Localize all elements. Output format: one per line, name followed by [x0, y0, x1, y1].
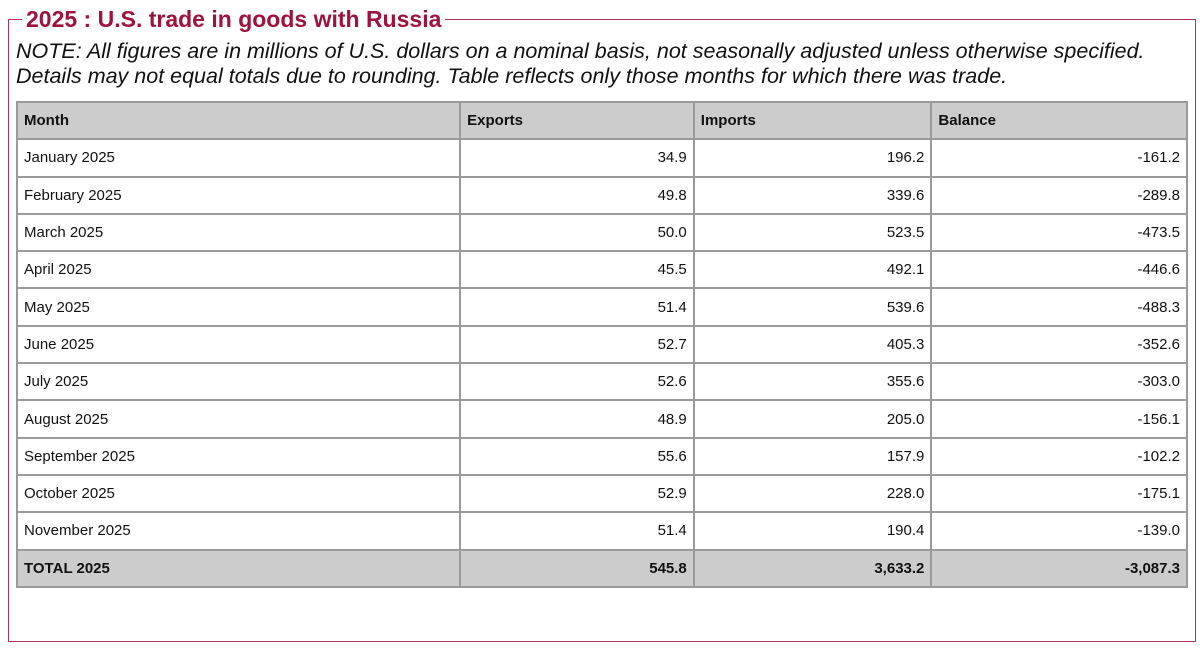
cell: 523.5 [692, 212, 933, 253]
note-line: NOTE: All figures are in millions of U.S… [16, 39, 1145, 63]
cell: May 2025 [15, 287, 462, 327]
note: NOTE: All figures are in millions of U.S… [16, 39, 1188, 89]
table-row: January 2025 34.9 196.2 -161.2 [15, 138, 1188, 178]
cell: 190.4 [692, 511, 933, 551]
cell: -3,087.3 [930, 548, 1188, 588]
cell: 405.3 [692, 324, 933, 365]
table-row: June 2025 52.7 405.3 -352.6 [15, 324, 1188, 365]
title: 2025 : U.S. trade in goods with Russia [26, 6, 442, 32]
cell: 3,633.2 [692, 548, 933, 588]
table-body: January 2025 34.9 196.2 -161.2 February 2025… [15, 138, 1188, 588]
cell: 52.7 [459, 324, 695, 365]
cell: -175.1 [930, 473, 1188, 514]
header-row: Month Exports Imports Balance [15, 100, 1188, 141]
cell: April 2025 [15, 250, 462, 290]
table-row: August 2025 48.9 205.0 -156.1 [15, 399, 1188, 439]
cell: February 2025 [15, 175, 462, 215]
cell: 228.0 [692, 473, 933, 514]
cell: 49.8 [459, 175, 695, 215]
cell: 545.8 [459, 548, 695, 588]
cell: March 2025 [15, 212, 462, 253]
column-header: Month [15, 100, 462, 141]
table-row: November 2025 51.4 190.4 -139.0 [15, 511, 1188, 551]
cell: -289.8 [930, 175, 1188, 215]
cell: -473.5 [930, 212, 1188, 253]
cell: January 2025 [15, 138, 462, 178]
cell: -161.2 [930, 138, 1188, 178]
cell: July 2025 [15, 362, 462, 402]
table-row: April 2025 45.5 492.1 -446.6 [15, 250, 1188, 290]
cell: 492.1 [692, 250, 933, 290]
trade-table: Month Exports Imports Balance January 2025 3… [15, 100, 1188, 588]
cell: TOTAL 2025 [15, 548, 462, 588]
table-row: July 2025 52.6 355.6 -303.0 [15, 362, 1188, 402]
table-row: October 2025 52.9 228.0 -175.1 [15, 473, 1188, 514]
cell: -446.6 [930, 250, 1188, 290]
panel: 2025 : U.S. trade in goods with Russia N… [8, 6, 1196, 642]
column-header: Exports [459, 100, 695, 141]
note-line: Details may not equal totals due to roun… [16, 64, 1008, 88]
cell: 205.0 [692, 399, 933, 439]
cell: November 2025 [15, 511, 462, 551]
cell: 50.0 [459, 212, 695, 253]
table-row: February 2025 49.8 339.6 -289.8 [15, 175, 1188, 215]
cell: 52.9 [459, 473, 695, 514]
cell: September 2025 [15, 436, 462, 476]
column-header: Balance [930, 100, 1188, 141]
cell: 339.6 [692, 175, 933, 215]
cell: -139.0 [930, 511, 1188, 551]
cell: 51.4 [459, 287, 695, 327]
cell: 52.6 [459, 362, 695, 402]
cell: June 2025 [15, 324, 462, 365]
column-header: Imports [692, 100, 933, 141]
cell: 355.6 [692, 362, 933, 402]
total-row: TOTAL 2025 545.8 3,633.2 -3,087.3 [15, 548, 1188, 588]
cell: -156.1 [930, 399, 1188, 439]
cell: 196.2 [692, 138, 933, 178]
cell: -303.0 [930, 362, 1188, 402]
cell: 48.9 [459, 399, 695, 439]
table-row: September 2025 55.6 157.9 -102.2 [15, 436, 1188, 476]
cell: 157.9 [692, 436, 933, 476]
cell: 34.9 [459, 138, 695, 178]
table-row: March 2025 50.0 523.5 -473.5 [15, 212, 1188, 253]
cell: October 2025 [15, 473, 462, 514]
cell: 45.5 [459, 250, 695, 290]
cell: 55.6 [459, 436, 695, 476]
cell: 51.4 [459, 511, 695, 551]
cell: -102.2 [930, 436, 1188, 476]
cell: 539.6 [692, 287, 933, 327]
cell: -488.3 [930, 287, 1188, 327]
cell: August 2025 [15, 399, 462, 439]
cell: -352.6 [930, 324, 1188, 365]
table-row: May 2025 51.4 539.6 -488.3 [15, 287, 1188, 327]
